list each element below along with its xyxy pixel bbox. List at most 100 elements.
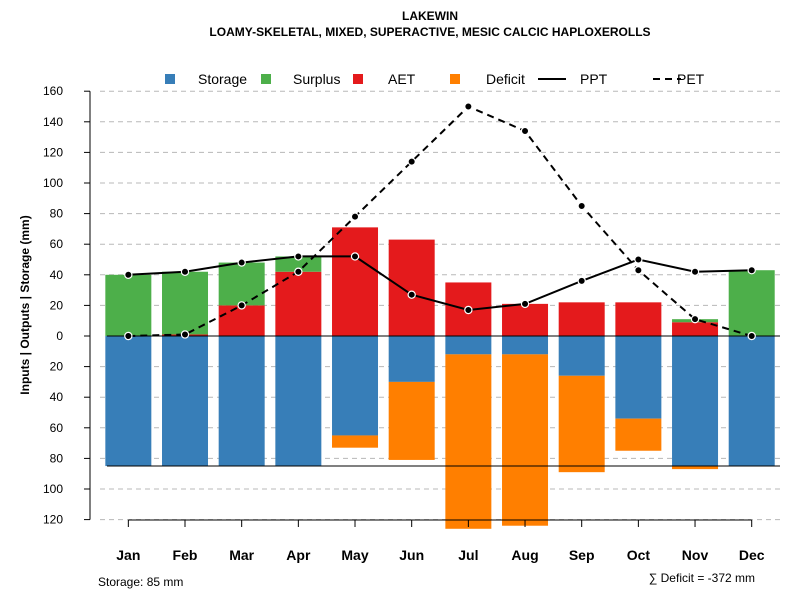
legend-swatch (165, 74, 175, 84)
y-tick-label: 0 (56, 329, 63, 343)
ppt-point (350, 252, 360, 261)
storage-bar (615, 336, 662, 419)
ppt-point (747, 266, 756, 275)
surplus-bar (218, 262, 265, 306)
x-tick-label: Jul (458, 547, 478, 563)
aet-bar (388, 239, 435, 336)
aet-bar (218, 305, 265, 336)
pet-point (407, 157, 416, 166)
y-tick-label: 160 (43, 84, 63, 98)
legend-swatch (450, 74, 460, 84)
storage-bar (332, 336, 379, 436)
storage-footer: Storage: 85 mm (98, 575, 183, 589)
legend-label: Surplus (293, 71, 340, 87)
legend-swatch (261, 74, 271, 84)
deficit-bar (615, 418, 662, 451)
surplus-bar (105, 274, 152, 336)
surplus-bar (275, 256, 322, 272)
legend-swatch (353, 74, 363, 84)
y-tick-label: 80 (50, 207, 64, 221)
pet-point (690, 314, 700, 324)
storage-bar (558, 336, 605, 376)
aet-bar (558, 302, 605, 336)
ppt-point (690, 267, 700, 276)
ppt-point (407, 290, 416, 299)
aet-bar (615, 302, 662, 336)
pet-line (128, 105, 752, 337)
storage-bar (388, 336, 435, 382)
deficit-bar (445, 354, 492, 529)
pet-point (237, 301, 246, 310)
pet-point (747, 331, 756, 341)
storage-bar (105, 336, 152, 467)
y-tick-label: 60 (50, 237, 64, 251)
deficit-footer: ∑ Deficit = -372 mm (649, 571, 755, 585)
x-tick-label: Mar (229, 547, 254, 563)
ppt-line (128, 255, 752, 312)
chart-title: LAKEWIN (402, 9, 458, 23)
ppt-point (180, 267, 190, 276)
legend-label: PPT (580, 71, 608, 87)
pet-point (520, 126, 530, 136)
y-tick-label: 80 (50, 451, 64, 465)
pet-point (180, 330, 190, 339)
storage-bar (275, 336, 322, 467)
legend-label: Storage (198, 71, 247, 87)
ppt-point (634, 255, 643, 264)
x-tick-label: Oct (627, 547, 651, 563)
legend-label: PET (677, 71, 705, 87)
deficit-bar (388, 381, 435, 460)
x-tick-label: Apr (286, 547, 311, 563)
x-tick-label: May (341, 547, 368, 563)
x-tick-label: Aug (511, 547, 538, 563)
legend: Storage Surplus AET Deficit PPT PET (165, 71, 705, 87)
storage-bar (218, 336, 265, 467)
ppt-point (237, 258, 246, 267)
aet-bar (502, 303, 549, 336)
deficit-bar (558, 375, 605, 473)
x-tick-label: Jun (399, 547, 424, 563)
surplus-bar (728, 270, 775, 336)
legend-label: Deficit (486, 71, 525, 87)
storage-bar (672, 336, 719, 467)
pet-point (634, 266, 643, 275)
axes: 0 20 40 60 80 100 120 140 160 20 40 60 80 100 120 Jan Fe… (43, 84, 765, 563)
x-tick-label: Nov (682, 547, 709, 563)
y-tick-label: 40 (50, 268, 64, 282)
lines (107, 102, 780, 467)
pet-point (577, 201, 586, 211)
x-tick-label: Feb (173, 547, 198, 563)
y-tick-label: 100 (43, 176, 63, 190)
y-axis-label: Inputs | Outputs | Storage (mm) (18, 215, 32, 394)
y-tick-label: 120 (43, 513, 63, 527)
storage-bar (445, 336, 492, 355)
y-tick-label: 20 (50, 360, 64, 374)
y-tick-label: 60 (50, 421, 64, 435)
pet-point (124, 331, 133, 341)
pet-point (464, 102, 473, 111)
storage-bar (502, 336, 549, 355)
aet-bar (672, 322, 719, 336)
x-tick-label: Dec (739, 547, 765, 563)
y-tick-label: 40 (50, 390, 64, 404)
x-tick-label: Sep (569, 547, 595, 563)
pet-point (294, 267, 303, 276)
legend-label: AET (388, 71, 416, 87)
y-tick-label: 140 (43, 115, 63, 129)
aet-bar (332, 227, 379, 336)
ppt-point (294, 252, 303, 261)
y-tick-label: 120 (43, 145, 63, 159)
bars (105, 227, 775, 529)
y-tick-label: 20 (50, 298, 64, 312)
pet-point (350, 212, 360, 221)
ppt-point (520, 299, 530, 309)
deficit-bar (502, 354, 549, 526)
aet-bar (275, 271, 322, 336)
ppt-point (577, 276, 586, 286)
deficit-bar (332, 435, 379, 448)
x-tick-label: Jan (116, 547, 140, 563)
deficit-bar (672, 466, 719, 470)
storage-bar (728, 336, 775, 467)
ppt-point (124, 270, 133, 279)
